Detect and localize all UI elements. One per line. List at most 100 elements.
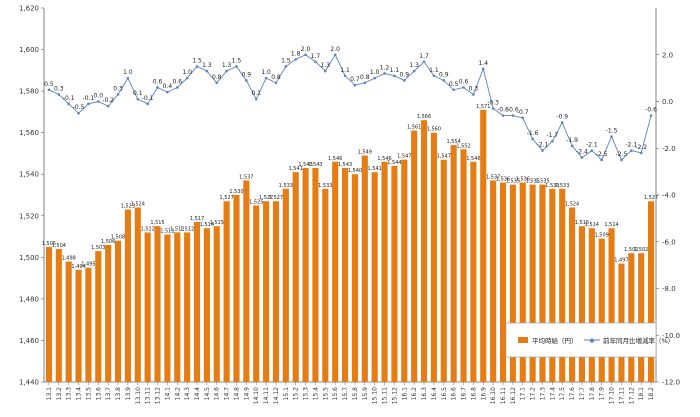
bar-data-label: 1,533 — [545, 183, 559, 189]
bar-data-label: 1,535 — [535, 179, 549, 185]
bar — [628, 253, 635, 382]
line-data-label: -2.5 — [596, 151, 608, 158]
bar — [371, 172, 378, 382]
bar — [203, 228, 210, 382]
line-data-label: 1.3 — [202, 62, 212, 69]
line-point — [185, 76, 189, 80]
line-data-label: 1.7 — [419, 53, 429, 60]
line-point — [472, 93, 475, 96]
bar — [450, 145, 457, 382]
bar — [509, 184, 516, 382]
line-data-label: 1.0 — [261, 69, 271, 76]
line-data-label: -1.7 — [546, 132, 558, 139]
line-point — [620, 158, 623, 162]
line-point — [373, 76, 376, 80]
bar-data-label: 1,514 — [200, 222, 214, 228]
line-point — [245, 79, 248, 82]
bar-data-label: 1,494 — [71, 264, 85, 270]
line-data-label: 0.6 — [172, 78, 182, 85]
x-tick-label: 15.1 — [283, 387, 290, 401]
x-tick-label: 14.4 — [194, 387, 201, 401]
bar-data-label: 1,543 — [338, 162, 352, 168]
line-point — [610, 135, 613, 138]
line-data-label: 1.5 — [281, 57, 291, 64]
bar-data-label: 1,515 — [210, 220, 224, 226]
bar-data-label: 1,537 — [239, 174, 253, 180]
line-point — [343, 74, 347, 78]
bar-data-label: 1,535 — [525, 179, 539, 185]
line-point — [195, 65, 199, 68]
line-point — [235, 65, 238, 68]
line-data-label: -0.6 — [507, 107, 519, 114]
bar-data-label: 1,527 — [269, 195, 283, 201]
line-labels-layer: 0.50.3-0.1-0.5-0.1 0.0-0.20.31.00.1-0.10.… — [44, 46, 657, 158]
line-data-label: -0.1 — [63, 95, 75, 102]
x-tick-label: 13.11 — [145, 387, 152, 404]
y-left-tick-label: 1,460 — [19, 337, 39, 345]
bar — [65, 261, 72, 382]
series-line — [48, 53, 652, 161]
bar-data-label: 1,536 — [516, 177, 530, 183]
bar — [164, 234, 171, 382]
line-point — [393, 74, 396, 78]
bar — [144, 232, 151, 382]
y-right-tick-label: -4.0 — [662, 192, 676, 200]
line-data-label: -2.1 — [537, 142, 549, 149]
x-tick-label: 16.2 — [411, 387, 418, 401]
bar — [391, 165, 398, 382]
x-tick-label: 15.10 — [372, 387, 379, 404]
line-data-label: 1.7 — [311, 53, 321, 60]
bar — [420, 120, 428, 382]
bar-data-label: 1,540 — [348, 168, 362, 174]
line-data-label: 1.5 — [232, 57, 242, 64]
x-tick-label: 16.7 — [461, 387, 468, 401]
bar-data-label: 1,497 — [614, 258, 628, 264]
line-data-label: 1.2 — [380, 64, 390, 71]
x-tick-label: 16.6 — [451, 387, 458, 401]
line-data-label: 0.1 — [251, 90, 261, 97]
bar-data-label: 1,523 — [121, 204, 135, 210]
x-tick-label: 14.10 — [253, 387, 260, 404]
x-tick-label: 17.5 — [559, 387, 566, 401]
line-point — [630, 149, 633, 152]
bar-data-label: 1,505 — [42, 241, 56, 247]
line-data-label: -2.4 — [576, 149, 588, 156]
y-left-tick-label: 1,440 — [19, 379, 39, 387]
x-tick-label: 17.7 — [579, 387, 586, 401]
x-tick-label: 13.8 — [115, 387, 122, 401]
line-data-label: 0.9 — [400, 71, 410, 78]
bar-data-label: 1,544 — [387, 160, 401, 166]
line-data-label: -0.3 — [487, 100, 499, 107]
x-tick-label: 16.12 — [510, 387, 517, 404]
line-data-label: 1.0 — [123, 69, 133, 76]
bar — [174, 232, 181, 382]
line-data-label: 1.1 — [429, 67, 439, 74]
line-data-label: 0.9 — [439, 71, 449, 78]
bar — [243, 180, 250, 382]
bar-data-label: 1,502 — [634, 247, 648, 253]
line-point — [590, 149, 594, 152]
bar-data-label: 1,508 — [111, 235, 125, 241]
bar — [272, 201, 280, 382]
line-point — [600, 158, 604, 162]
legend-box — [505, 322, 657, 358]
line-point — [501, 114, 505, 117]
y-left-tick-label: 1,500 — [19, 254, 39, 262]
bar-data-label: 1,536 — [496, 177, 510, 183]
y-right-tick-label: -6.0 — [662, 238, 676, 246]
line-data-label: -1.9 — [566, 137, 578, 144]
bar — [588, 228, 595, 382]
line-data-label: 0.0 — [94, 93, 104, 100]
line-data-label: -2.2 — [635, 144, 647, 151]
line-data-label: -0.9 — [556, 114, 568, 121]
line-point — [205, 69, 209, 73]
x-tick-label: 14.11 — [263, 387, 270, 404]
x-tick-label: 13.10 — [135, 387, 142, 404]
line-data-label: -0.2 — [102, 97, 114, 104]
bar — [263, 201, 270, 382]
bar-data-label: 1,524 — [565, 201, 579, 207]
bar-data-label: 1,547 — [397, 154, 411, 160]
line-data-label: 1.5 — [192, 57, 202, 64]
bar — [539, 184, 546, 382]
bar — [302, 167, 309, 382]
